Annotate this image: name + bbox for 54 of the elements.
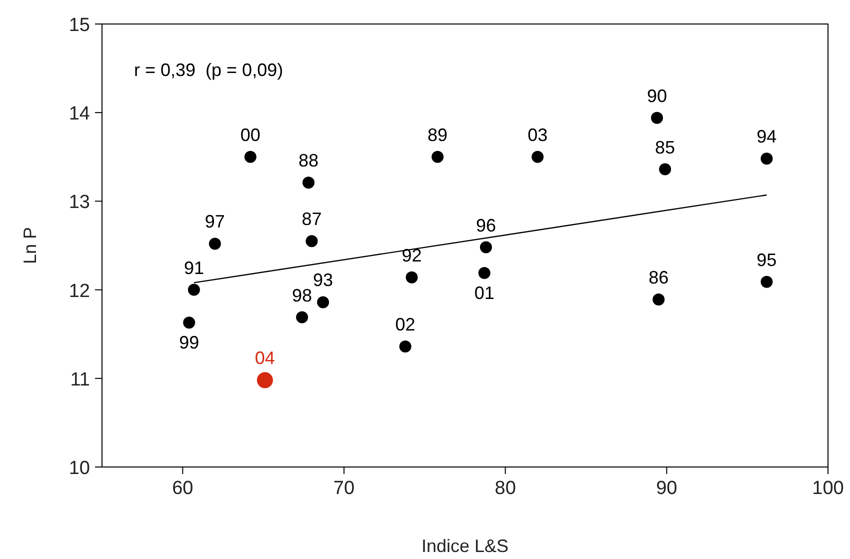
- annotation: 01: [474, 282, 494, 303]
- point: [183, 316, 196, 329]
- y-tick-label: 12: [68, 280, 90, 302]
- annotation: 99: [179, 332, 200, 353]
- y-tick-label: 11: [70, 369, 90, 390]
- point: [256, 372, 273, 388]
- annotation: 04: [254, 348, 275, 368]
- point: [406, 271, 418, 284]
- point: [296, 311, 308, 324]
- x-tick-label: 90: [656, 478, 678, 499]
- point: [188, 284, 200, 296]
- point: [652, 294, 665, 306]
- y-tick-label: 10: [68, 458, 90, 479]
- point: [317, 296, 330, 308]
- point: [302, 176, 315, 189]
- annotation: 86: [648, 268, 669, 288]
- point: [650, 112, 663, 124]
- x-tick-label: 80: [494, 478, 516, 499]
- annotation: 87: [302, 209, 322, 230]
- x-tick-label: 60: [172, 478, 194, 499]
- y-tick-label: 14: [68, 104, 90, 125]
- x-tick-label: 100: [812, 478, 844, 499]
- annotation: 93: [313, 270, 334, 290]
- annotation: 02: [395, 314, 416, 335]
- annotation: 92: [402, 245, 422, 266]
- x-tick-label: 70: [333, 478, 355, 499]
- annotation: 91: [184, 258, 204, 278]
- point: [532, 150, 544, 163]
- point: [478, 266, 490, 279]
- annotation: 95: [756, 250, 777, 270]
- y-tick-label: 13: [68, 192, 90, 214]
- point: [659, 163, 672, 176]
- annotation: 88: [298, 150, 319, 171]
- y-tick-label: 15: [68, 15, 90, 36]
- point: [306, 235, 318, 248]
- point: [208, 238, 221, 250]
- annotation: 03: [528, 124, 548, 145]
- point: [480, 241, 492, 254]
- annotation: 85: [655, 137, 676, 158]
- annotation: 89: [428, 124, 448, 145]
- annotation: 98: [292, 285, 312, 306]
- annotation: 90: [646, 86, 667, 106]
- annotation: 97: [204, 212, 225, 232]
- point: [760, 152, 773, 165]
- annotation: 96: [476, 215, 496, 236]
- x-axis-title: Indice L&S: [421, 536, 509, 556]
- point: [244, 150, 256, 163]
- point: [760, 276, 773, 288]
- point: [432, 150, 444, 163]
- annotation: 94: [756, 126, 777, 147]
- y-axis-title: Ln P: [20, 226, 40, 264]
- annotation: r = 0,39 (p = 0,09): [134, 60, 284, 80]
- annotation: 00: [240, 124, 260, 145]
- point: [399, 340, 412, 353]
